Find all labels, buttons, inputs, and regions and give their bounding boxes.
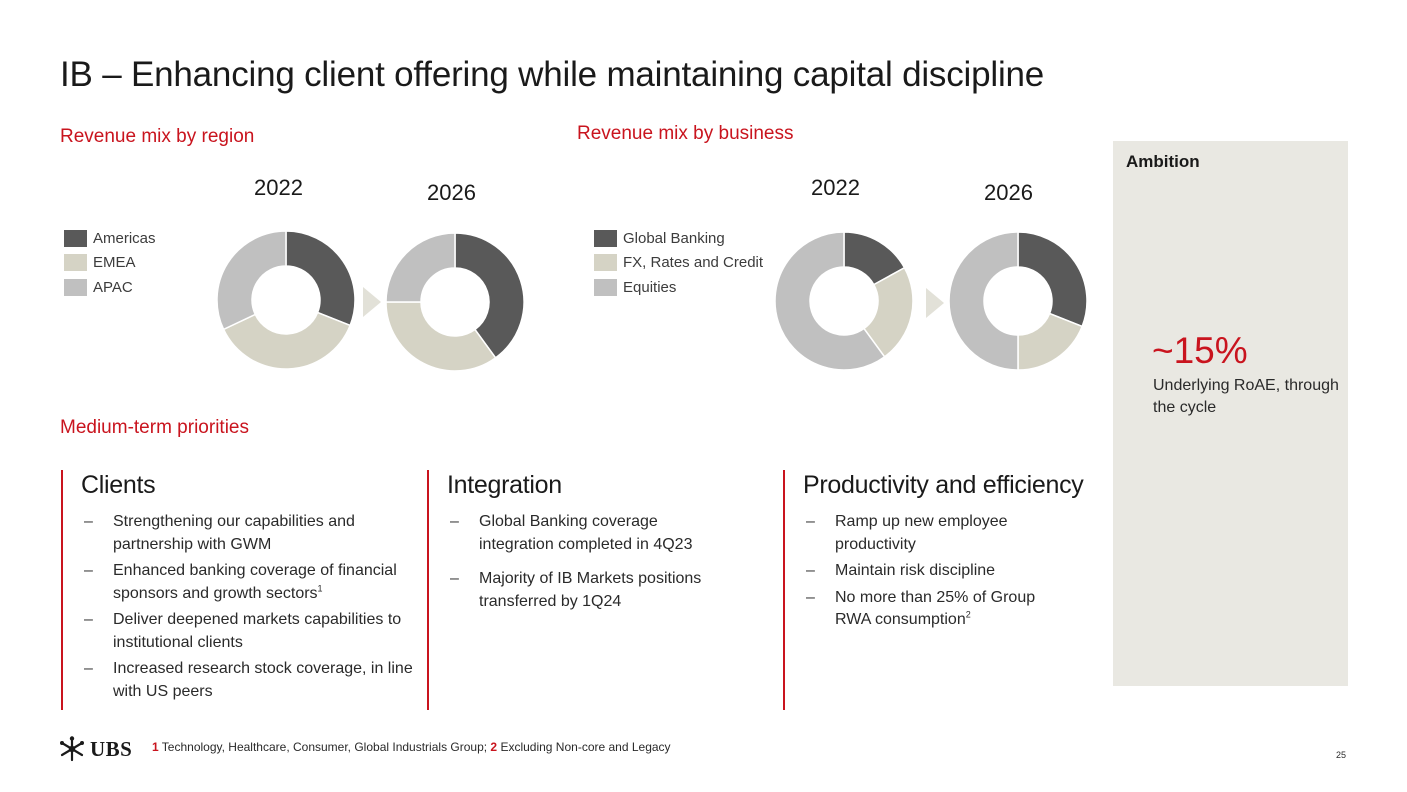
- bullet-list: Global Banking coverage integration comp…: [429, 511, 712, 613]
- legend-item-fx-rates-credit: FX, Rates and Credit: [594, 251, 763, 276]
- legend-swatch: [594, 229, 617, 247]
- legend-item-emea: EMEA: [64, 251, 156, 276]
- donut-slice-americas: [454, 232, 525, 359]
- footnote-text: Excluding Non-core and Legacy: [497, 740, 671, 754]
- donut-slice-equities: [774, 231, 886, 371]
- legend-item-global-banking: Global Banking: [594, 226, 763, 251]
- ambition-panel: [1113, 141, 1348, 686]
- bullet-item: Increased research stock coverage, in li…: [81, 658, 423, 703]
- region-legend: Americas EMEA APAC: [64, 226, 156, 300]
- bullet-text: Increased research stock coverage, in li…: [113, 660, 413, 700]
- bullet-text: Strengthening our capabilities and partn…: [113, 513, 355, 553]
- column-heading: Integration: [447, 471, 562, 499]
- legend-label: APAC: [93, 278, 133, 296]
- bullet-item: Strengthening our capabilities and partn…: [81, 511, 423, 556]
- keys-icon: [60, 736, 84, 762]
- donut-slice-equities: [948, 231, 1019, 371]
- bullet-text: No more than 25% of Group RWA consumptio…: [835, 588, 1036, 629]
- bullet-text: Global Banking coverage integration comp…: [479, 513, 693, 553]
- business-2022-year-label: 2022: [811, 175, 860, 200]
- bullet-item: Deliver deepened markets capabilities to…: [81, 609, 423, 654]
- legend-item-equities: Equities: [594, 275, 763, 300]
- region-2026-donut-chart: [385, 232, 525, 372]
- priority-column-integration: Integration Global Banking coverage inte…: [427, 470, 759, 710]
- bullet-list: Strengthening our capabilities and partn…: [63, 511, 423, 703]
- legend-label: FX, Rates and Credit: [623, 254, 764, 272]
- business-legend: Global Banking FX, Rates and Credit Equi…: [594, 226, 763, 300]
- priority-column-productivity: Productivity and efficiency Ramp up new …: [783, 470, 1110, 710]
- bullet-item: Maintain risk discipline: [803, 560, 1073, 583]
- region-2022-donut-chart: [216, 230, 356, 370]
- bullet-text: Maintain risk discipline: [835, 562, 996, 579]
- business-2022-donut-chart: [774, 231, 914, 371]
- legend-label: Global Banking: [623, 229, 725, 247]
- bullet-item: No more than 25% of Group RWA consumptio…: [803, 587, 1073, 632]
- bullet-text: Deliver deepened markets capabilities to…: [113, 611, 402, 651]
- bullet-item: Enhanced banking coverage of financial s…: [81, 560, 423, 605]
- legend-label: Equities: [623, 278, 677, 296]
- footnotes: 1 Technology, Healthcare, Consumer, Glob…: [152, 740, 671, 754]
- bullet-list: Ramp up new employee productivity Mainta…: [785, 511, 1073, 632]
- legend-swatch: [64, 254, 87, 272]
- legend-item-americas: Americas: [64, 226, 156, 251]
- business-2026-year-label: 2026: [984, 180, 1033, 205]
- footnote-number: 2: [490, 740, 498, 754]
- region-2022-year-label: 2022: [254, 175, 303, 200]
- page-number: 25: [1336, 750, 1347, 760]
- column-heading: Clients: [81, 471, 156, 499]
- business-2026-donut-chart: [948, 231, 1088, 371]
- legend-swatch: [64, 229, 87, 247]
- legend-swatch: [594, 254, 617, 272]
- ambition-value: ~15%: [1152, 330, 1248, 371]
- bullet-text: Ramp up new employee productivity: [835, 513, 1008, 553]
- legend-swatch: [64, 278, 87, 296]
- page-title: IB – Enhancing client offering while mai…: [60, 55, 1045, 94]
- region-2026-year-label: 2026: [427, 180, 476, 205]
- legend-swatch: [594, 278, 617, 296]
- footnote-ref: 1: [317, 583, 323, 594]
- business-section-label: Revenue mix by business: [577, 123, 794, 144]
- footnote-text: Technology, Healthcare, Consumer, Global…: [158, 740, 491, 754]
- legend-label: EMEA: [93, 254, 136, 272]
- donut-slice-apac: [216, 230, 287, 331]
- donut-slice-americas: [285, 230, 356, 327]
- legend-item-apac: APAC: [64, 275, 156, 300]
- column-heading: Productivity and efficiency: [803, 471, 1084, 499]
- priority-column-clients: Clients Strengthening our capabilities a…: [61, 470, 423, 710]
- bullet-item: Majority of IB Markets positions transfe…: [447, 568, 712, 613]
- donut-slice-fx-rates-and-credit: [1017, 312, 1084, 371]
- donut-slice-global-banking: [1017, 231, 1088, 328]
- donut-slice-emea: [222, 311, 352, 370]
- logo-text: UBS: [90, 736, 133, 761]
- bullet-item: Ramp up new employee productivity: [803, 511, 1073, 556]
- donut-slice-apac: [385, 232, 456, 303]
- legend-label: Americas: [93, 229, 156, 247]
- arrow-right-icon: [926, 288, 944, 318]
- priorities-section-label: Medium-term priorities: [60, 417, 249, 438]
- bullet-text: Enhanced banking coverage of financial s…: [113, 562, 397, 602]
- bullet-item: Global Banking coverage integration comp…: [447, 511, 712, 556]
- donut-slice-emea: [385, 301, 497, 372]
- ambition-description: Underlying RoAE, through the cycle: [1153, 377, 1339, 416]
- ambition-title: Ambition: [1126, 152, 1200, 171]
- bullet-text: Majority of IB Markets positions transfe…: [479, 570, 702, 610]
- footnote-ref: 2: [965, 609, 971, 620]
- footnote-number: 1: [152, 740, 159, 754]
- region-section-label: Revenue mix by region: [60, 126, 255, 147]
- ubs-logo: UBS: [58, 735, 132, 763]
- arrow-right-icon: [363, 287, 381, 317]
